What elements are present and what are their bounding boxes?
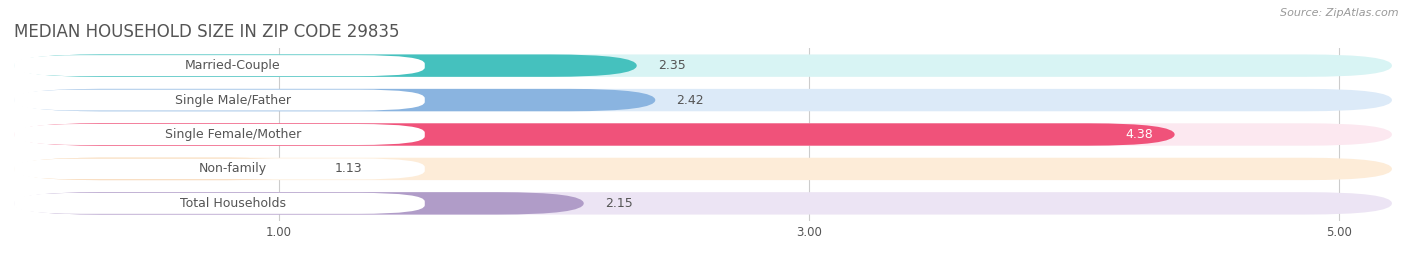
Text: Source: ZipAtlas.com: Source: ZipAtlas.com: [1281, 8, 1399, 18]
FancyBboxPatch shape: [14, 158, 314, 180]
FancyBboxPatch shape: [14, 54, 637, 77]
FancyBboxPatch shape: [14, 193, 425, 214]
Text: 2.15: 2.15: [605, 197, 633, 210]
FancyBboxPatch shape: [14, 158, 1392, 180]
Text: MEDIAN HOUSEHOLD SIZE IN ZIP CODE 29835: MEDIAN HOUSEHOLD SIZE IN ZIP CODE 29835: [14, 23, 399, 41]
FancyBboxPatch shape: [14, 54, 1392, 77]
Text: Non-family: Non-family: [198, 162, 267, 175]
Text: 2.42: 2.42: [676, 94, 704, 107]
Text: Single Male/Father: Single Male/Father: [174, 94, 291, 107]
Text: 2.35: 2.35: [658, 59, 686, 72]
FancyBboxPatch shape: [14, 124, 425, 145]
FancyBboxPatch shape: [14, 90, 425, 111]
Text: Married-Couple: Married-Couple: [184, 59, 280, 72]
Text: 4.38: 4.38: [1126, 128, 1153, 141]
FancyBboxPatch shape: [14, 55, 425, 76]
FancyBboxPatch shape: [14, 123, 1392, 146]
FancyBboxPatch shape: [14, 89, 1392, 111]
Text: 1.13: 1.13: [335, 162, 363, 175]
Text: Single Female/Mother: Single Female/Mother: [165, 128, 301, 141]
FancyBboxPatch shape: [14, 158, 425, 179]
FancyBboxPatch shape: [14, 123, 1174, 146]
Text: Total Households: Total Households: [180, 197, 285, 210]
FancyBboxPatch shape: [14, 192, 1392, 215]
FancyBboxPatch shape: [14, 89, 655, 111]
FancyBboxPatch shape: [14, 192, 583, 215]
